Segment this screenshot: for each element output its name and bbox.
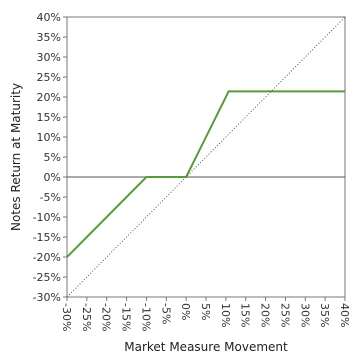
payoff-line <box>66 90 345 258</box>
x-tick-label: 40% <box>338 303 351 327</box>
y-tick-label: 0% <box>44 171 61 184</box>
x-tick-label: -10% <box>139 303 152 331</box>
y-tick-label: -20% <box>33 251 61 264</box>
series-layer <box>66 16 346 298</box>
y-tick-label: 5% <box>44 151 61 164</box>
y-tick-label: 25% <box>37 71 61 84</box>
y-tick-label: 10% <box>37 131 61 144</box>
y-tick-label: 35% <box>37 31 61 44</box>
x-axis-title: Market Measure Movement <box>124 340 288 354</box>
x-tick-label: 0% <box>179 303 192 320</box>
x-tick-label: -5% <box>159 303 172 324</box>
y-axis-title: Notes Return at Maturity <box>9 83 23 231</box>
y-tick-label: -5% <box>40 191 61 204</box>
y-tick-label: -15% <box>33 231 61 244</box>
x-tick-label: 35% <box>318 303 331 327</box>
y-tick-label: 30% <box>37 51 61 64</box>
y-tick-label: -25% <box>33 271 61 284</box>
plot-frame <box>66 16 346 298</box>
x-tick-label: 25% <box>278 303 291 327</box>
x-tick-label: 10% <box>219 303 232 327</box>
x-tick-label: 20% <box>259 303 272 327</box>
y-tick-label: 40% <box>37 11 61 24</box>
x-tick-label: -30% <box>60 303 73 331</box>
y-tick-label: -30% <box>33 291 61 304</box>
x-tick-label: 15% <box>239 303 252 327</box>
x-tick-label: -20% <box>100 303 113 331</box>
x-tick-label: 30% <box>298 303 311 327</box>
x-axis-ticks: -30% -25% -20% -15% -10% -5% 0% 5% 10% 15% 20% 25% 3… <box>60 297 351 331</box>
y-tick-label: -10% <box>33 211 61 224</box>
y-tick-label: 15% <box>37 111 61 124</box>
x-tick-label: -15% <box>120 303 133 331</box>
y-tick-label: 20% <box>37 91 61 104</box>
x-tick-label: -25% <box>80 303 93 331</box>
diagonal-reference-line <box>66 16 346 298</box>
x-tick-label: 5% <box>199 303 212 320</box>
y-axis-ticks: 40% 35% 30% 25% 20% 15% 10% 5% 0% -5% -10% -15% -20%… <box>33 11 67 304</box>
